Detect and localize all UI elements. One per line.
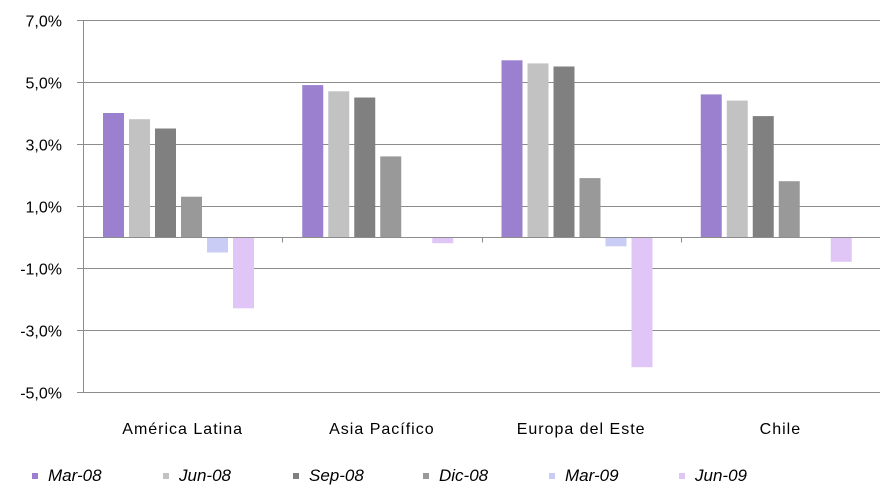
y-tick-label: -1,0% xyxy=(20,262,62,279)
bar xyxy=(155,128,176,237)
category-label: Europa del Este xyxy=(517,421,646,438)
legend-label: Jun-08 xyxy=(178,466,232,485)
legend-label: Dic-08 xyxy=(439,466,489,485)
y-tick-label: 3,0% xyxy=(26,138,62,155)
bar xyxy=(700,94,722,238)
category-label: América Latina xyxy=(122,421,243,438)
category-labels: América Latina Asia Pacífico Europa del Es… xyxy=(122,421,801,438)
bar xyxy=(129,119,150,237)
bar xyxy=(233,237,254,309)
y-axis-ticks: 7,0% 5,0% 3,0% 1,0% -1,0% -3,0% -5,0% xyxy=(20,14,84,403)
category-label: Chile xyxy=(760,421,801,438)
legend-swatch xyxy=(549,473,555,479)
legend-label: Mar-09 xyxy=(565,466,619,485)
bar xyxy=(354,97,376,237)
y-tick-label: -5,0% xyxy=(20,386,62,403)
bar xyxy=(328,91,350,237)
legend-swatch xyxy=(163,473,169,479)
bar xyxy=(778,181,800,237)
bar xyxy=(432,237,454,244)
bar xyxy=(605,237,627,247)
legend-label: Jun-09 xyxy=(694,466,748,485)
bars xyxy=(103,60,852,368)
y-tick-label: 5,0% xyxy=(26,76,62,93)
legend-swatch xyxy=(423,473,429,479)
legend-label: Sep-08 xyxy=(309,466,364,485)
y-tick-label: 7,0% xyxy=(26,14,62,31)
legend-swatch xyxy=(293,473,299,479)
bar xyxy=(103,113,124,237)
bar xyxy=(631,237,653,368)
y-tick-label: -3,0% xyxy=(20,324,62,341)
x-axis xyxy=(83,237,880,243)
legend-swatch xyxy=(32,473,38,479)
bar xyxy=(553,66,575,237)
bar xyxy=(752,116,774,237)
bar xyxy=(302,85,324,237)
bar xyxy=(527,63,549,238)
legend-label: Mar-08 xyxy=(48,466,102,485)
bar xyxy=(830,237,852,262)
bar xyxy=(726,100,748,237)
bar xyxy=(181,196,202,237)
legend: Mar-08 Jun-08 Sep-08 Dic-08 Mar-09 Jun-09 xyxy=(32,466,748,485)
category-label: Asia Pacífico xyxy=(329,421,434,438)
bar xyxy=(207,237,228,253)
bar xyxy=(380,156,402,237)
bar xyxy=(579,178,601,237)
gridlines xyxy=(83,20,880,393)
legend-swatch xyxy=(679,473,685,479)
bar xyxy=(501,60,523,237)
y-tick-label: 1,0% xyxy=(26,200,62,217)
